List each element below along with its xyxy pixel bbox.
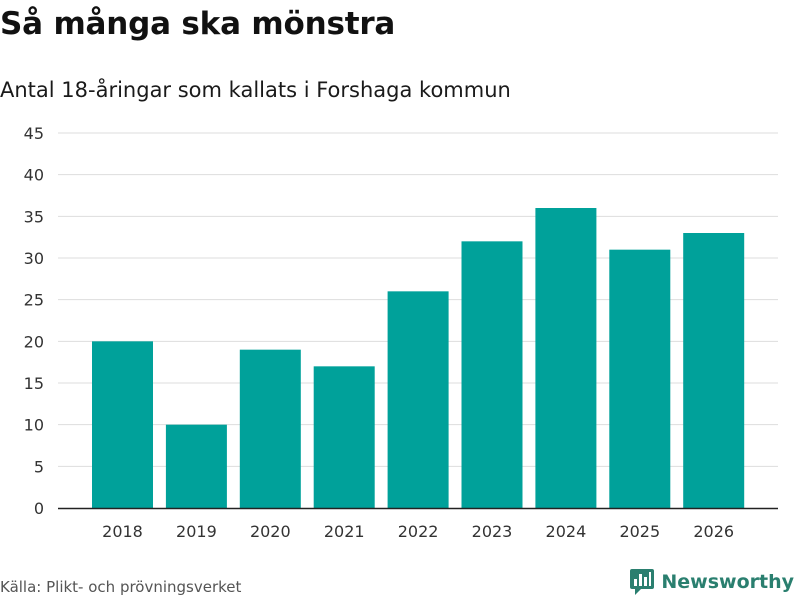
y-tick-label: 20 (24, 332, 44, 351)
y-tick-label: 10 (24, 416, 44, 435)
bar-2026[interactable] (683, 233, 745, 508)
bar-2018[interactable] (92, 341, 153, 508)
y-tick-label: 30 (24, 249, 44, 268)
x-tick-label: 2018 (102, 522, 143, 541)
x-tick-label: 2022 (398, 522, 439, 541)
x-tick-label: 2023 (472, 522, 513, 541)
brand-logo[interactable]: Newsworthy (629, 568, 794, 596)
bar-2021[interactable] (313, 366, 375, 508)
x-tick-label: 2021 (324, 522, 365, 541)
y-tick-label: 5 (34, 457, 44, 476)
bar-chart-speech-bubble-icon (630, 569, 655, 595)
chart-title: Så många ska mönstra (0, 6, 396, 42)
y-tick-label: 45 (24, 124, 44, 143)
y-tick-label: 25 (24, 291, 44, 310)
brand-name: Newsworthy (661, 571, 794, 593)
y-tick-label: 15 (24, 374, 44, 393)
bar-2024[interactable] (535, 208, 597, 508)
x-tick-label: 2020 (250, 522, 291, 541)
bar-2022[interactable] (387, 291, 449, 508)
chart-subtitle: Antal 18-åringar som kallats i Forshaga … (0, 78, 511, 102)
y-tick-label: 0 (34, 499, 44, 518)
y-tick-label: 35 (24, 207, 44, 226)
x-tick-label: 2026 (693, 522, 734, 541)
bars (92, 208, 745, 509)
x-tick-label: 2019 (176, 522, 217, 541)
bar-2023[interactable] (461, 241, 523, 509)
bar-2025[interactable] (609, 249, 671, 508)
source-note: Källa: Plikt- och prövningsverket (0, 578, 242, 596)
x-tick-label: 2024 (546, 522, 587, 541)
x-tick-label: 2025 (619, 522, 660, 541)
bar-2019[interactable] (165, 424, 227, 508)
bar-2020[interactable] (239, 349, 301, 508)
y-tick-label: 40 (24, 166, 44, 185)
